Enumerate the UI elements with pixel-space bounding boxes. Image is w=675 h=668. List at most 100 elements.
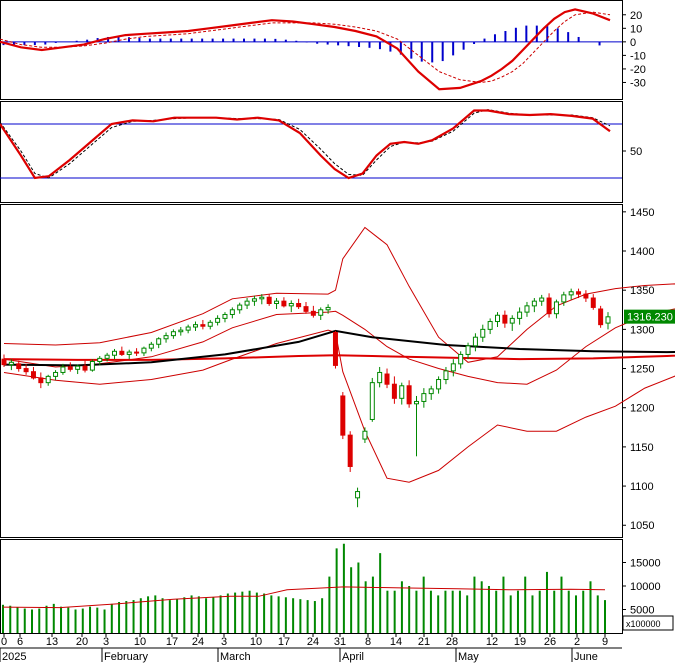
candle-body — [391, 383, 397, 399]
candle-body — [141, 347, 147, 354]
x-day-label: 9 — [602, 636, 608, 648]
candle-body — [413, 400, 419, 405]
candle-body — [443, 370, 449, 381]
candle-body — [531, 300, 537, 307]
y-tick-label-price: 1300 — [630, 324, 654, 336]
bollinger-upper — [3, 226, 675, 363]
moving-average-black — [3, 329, 675, 367]
candle-body — [318, 309, 324, 316]
candle-body — [229, 309, 235, 315]
candle-body — [465, 345, 471, 355]
candle-body — [517, 311, 523, 319]
x-day-label: 24 — [307, 636, 319, 648]
candle-body — [450, 363, 456, 372]
candle-body — [539, 297, 545, 302]
y-tick-label-macd: -30 — [630, 77, 646, 89]
x-day-label: 10 — [250, 636, 262, 648]
volume-scale-box — [622, 615, 674, 631]
candle-body — [119, 350, 125, 355]
candle-body — [45, 375, 51, 384]
panel-border-price — [0, 204, 623, 538]
x-day-label: 14 — [390, 636, 402, 648]
y-tick-label-macd: 0 — [630, 37, 636, 49]
last-price-label: 1316.230 — [627, 312, 673, 324]
candle-body — [509, 317, 515, 324]
candle-body — [193, 324, 199, 328]
candle-body — [332, 331, 338, 366]
candle-body — [30, 371, 36, 379]
y-tick-label-price: 1250 — [630, 364, 654, 376]
candle-body — [605, 316, 611, 324]
x-day-label: 17 — [278, 636, 290, 648]
candle-body — [340, 395, 346, 436]
candle-body — [480, 328, 486, 338]
y-tick-label-price: 1050 — [630, 520, 654, 532]
candle-body — [16, 363, 22, 370]
candle-body — [23, 368, 29, 373]
y-tick-label-macd: 10 — [630, 23, 642, 35]
macd-line — [0, 8, 611, 91]
candle-body — [347, 434, 353, 467]
candle-body — [60, 366, 66, 373]
candle-body — [215, 317, 221, 323]
x-day-label: 12 — [486, 636, 498, 648]
candle-body — [472, 336, 478, 347]
moving-average-red — [3, 354, 675, 361]
candle-body — [487, 321, 493, 330]
x-day-label: 21 — [418, 636, 430, 648]
x-day-label: 6 — [17, 636, 23, 648]
candle-body — [281, 300, 287, 307]
candle-body — [266, 296, 272, 305]
y-tick-label-price: 1200 — [630, 403, 654, 415]
candle-body — [237, 304, 243, 311]
bollinger-lower — [3, 329, 675, 483]
x-day-label: 0 — [1, 636, 7, 648]
x-month-label: June — [574, 651, 598, 663]
candle-body — [207, 321, 213, 327]
candle-body — [355, 491, 361, 499]
candle-body — [436, 379, 442, 390]
candle-body — [244, 300, 250, 306]
x-month-label: February — [104, 651, 149, 663]
x-day-label: 17 — [166, 636, 178, 648]
candle-body — [126, 351, 132, 355]
candle-body — [8, 361, 14, 366]
x-day-label: 24 — [192, 636, 204, 648]
y-tick-label-macd: -20 — [630, 64, 646, 76]
x-day-label: 3 — [103, 636, 109, 648]
last-price-badge — [624, 309, 675, 324]
y-tick-label-price: 1450 — [630, 207, 654, 219]
y-tick-label-sto: 50 — [630, 146, 642, 158]
candle-body — [399, 385, 405, 399]
candle-body — [170, 331, 176, 337]
candle-body — [296, 303, 302, 308]
candle-body — [156, 338, 162, 345]
candle-body — [377, 371, 383, 384]
candle-body — [590, 297, 596, 308]
candle-body — [111, 350, 117, 356]
candle-body — [546, 297, 552, 315]
y-tick-label-macd: 20 — [630, 10, 642, 22]
candle-body — [362, 430, 368, 440]
candle-body — [598, 308, 604, 326]
candle-body — [421, 393, 427, 402]
candle-body — [222, 313, 228, 319]
candle-body — [75, 365, 81, 370]
candle-body — [134, 351, 140, 354]
candle-body — [458, 353, 464, 365]
candle-body — [553, 301, 559, 315]
candle-body — [561, 294, 567, 303]
x-day-label: 19 — [514, 636, 526, 648]
x-day-label: 26 — [544, 636, 556, 648]
x-month-label: May — [458, 651, 479, 663]
x-day-label: 3 — [221, 636, 227, 648]
candle-body — [325, 306, 331, 311]
x-month-label: March — [220, 651, 251, 663]
candle-body — [178, 329, 184, 333]
x-day-label: 28 — [446, 636, 458, 648]
candle-body — [583, 293, 589, 299]
candle-body — [1, 358, 7, 366]
x-day-label: 2 — [574, 636, 580, 648]
